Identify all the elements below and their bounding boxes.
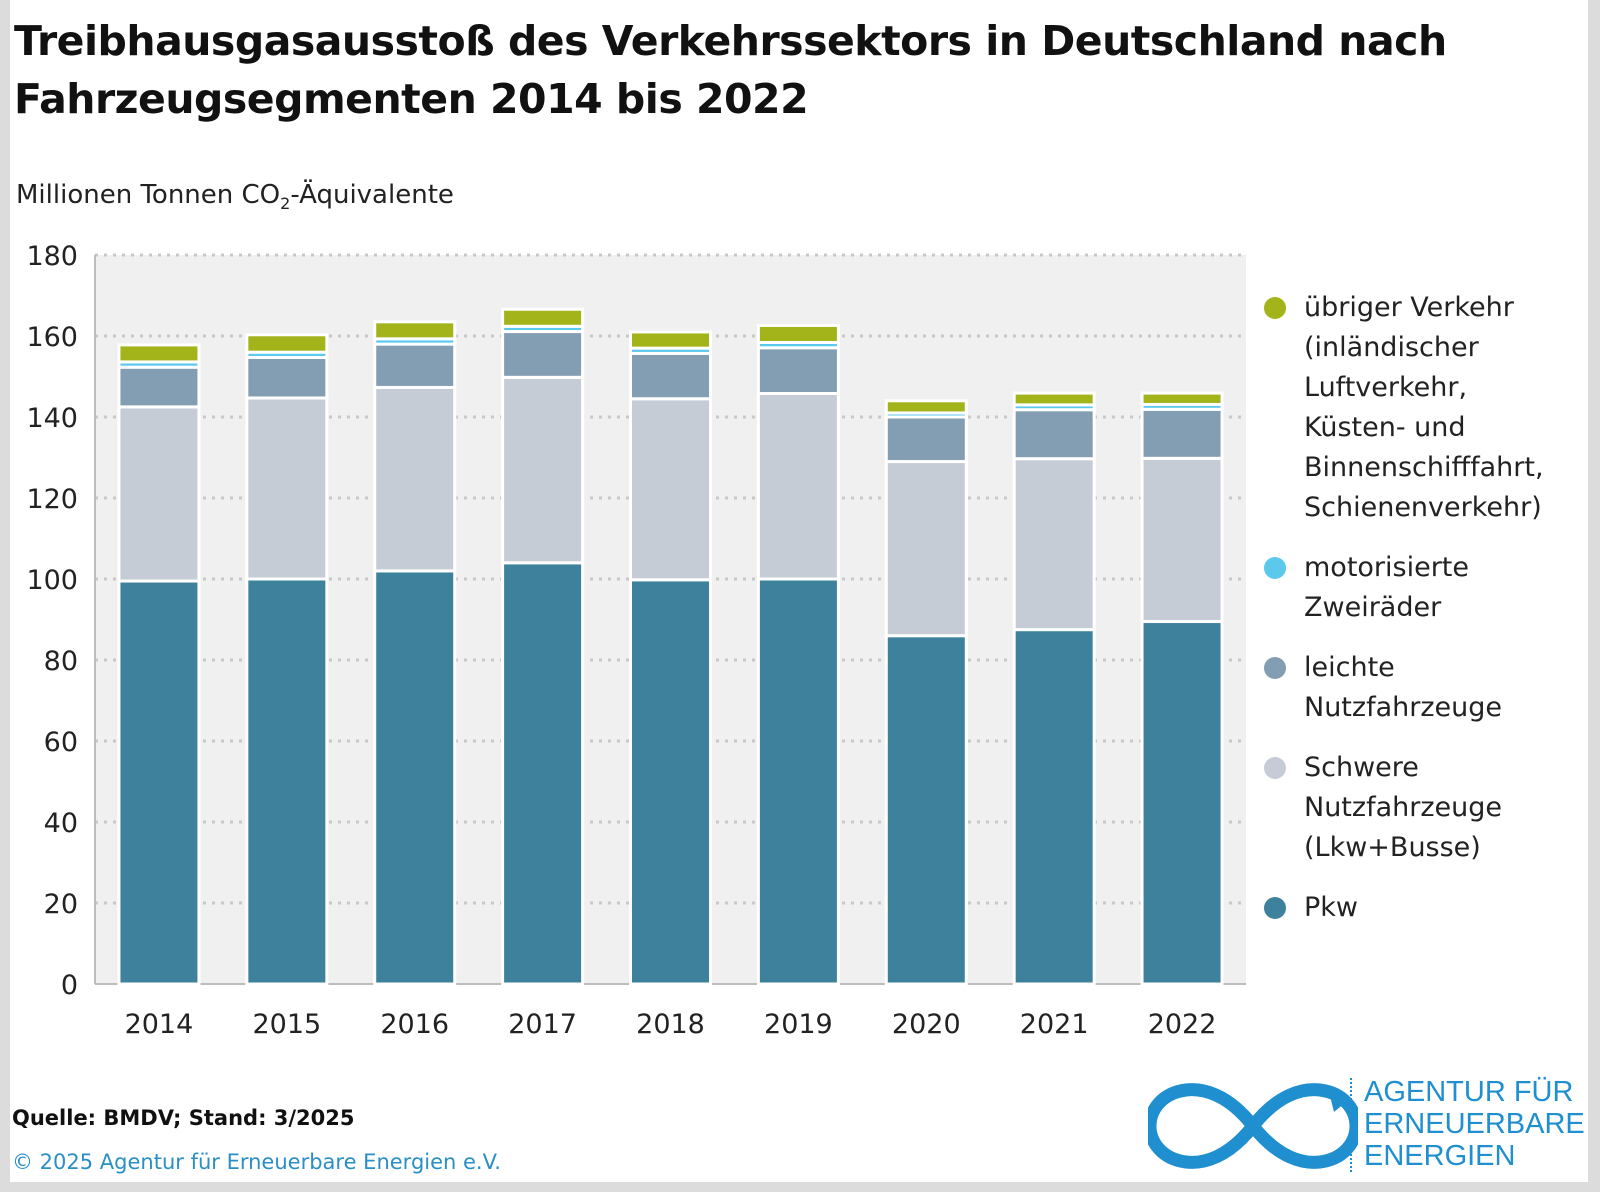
- bar-segment-schwere-nutzfahrzeuge-2022: [1140, 456, 1224, 624]
- x-tick-label: 2022: [1148, 1009, 1217, 1040]
- y-tick-label: 0: [61, 970, 78, 1001]
- bar-segment-leichte-nutzfahrzeuge-2016: [373, 342, 457, 389]
- bar-segment-pkw-2020: [884, 634, 968, 986]
- y-tick-label: 140: [26, 403, 78, 434]
- infinity-logo-icon: [1148, 1083, 1358, 1169]
- x-tick-label: 2017: [508, 1009, 577, 1040]
- bar-segment-pkw-2016: [373, 569, 457, 986]
- logo-line-3: ENERGIEN: [1364, 1140, 1516, 1172]
- bar-segment-leichte-nutzfahrzeuge-2021: [1012, 408, 1096, 461]
- bar-segment-pkw-2022: [1140, 620, 1224, 986]
- legend-item-pkw: Pkw: [1264, 888, 1584, 928]
- bar-segment-schwere-nutzfahrzeuge-2015: [245, 396, 329, 581]
- legend-label-schwere-nutzfahrzeuge: Schwere Nutzfahrzeuge (Lkw+Busse): [1304, 752, 1502, 863]
- logo-line-2: ERNEUERBARE: [1364, 1108, 1585, 1140]
- logo-wordmark: AGENTUR FÜR ERNEUERBARE ENERGIEN: [1364, 1076, 1585, 1172]
- legend-label-zweiraeder: motorisierte Zweiräder: [1304, 552, 1470, 623]
- bar-segment-uebriger-verkehr-2016: [373, 320, 457, 341]
- bar-segment-schwere-nutzfahrzeuge-2021: [1012, 457, 1096, 632]
- bar-segment-uebriger-verkehr-2015: [245, 333, 329, 354]
- legend-swatch-schwere-nutzfahrzeuge: [1264, 757, 1286, 779]
- bar-segment-leichte-nutzfahrzeuge-2014: [117, 365, 201, 409]
- legend-label-pkw: Pkw: [1304, 892, 1358, 923]
- bar-segment-uebriger-verkehr-2022: [1140, 391, 1224, 406]
- logo-line-1: AGENTUR FÜR: [1364, 1076, 1574, 1108]
- logo-divider: [1350, 1078, 1352, 1172]
- legend-item-zweiraeder: motorisierte Zweiräder: [1264, 548, 1584, 628]
- bar-segment-uebriger-verkehr-2014: [117, 343, 201, 364]
- aee-logo: AGENTUR FÜR ERNEUERBARE ENERGIEN: [1148, 1076, 1585, 1176]
- x-tick-label: 2018: [636, 1009, 705, 1040]
- y-tick-label: 120: [26, 484, 78, 515]
- legend-item-uebriger-verkehr: übriger Verkehr (inländischer Luftverkeh…: [1264, 288, 1584, 528]
- chart-legend: übriger Verkehr (inländischer Luftverkeh…: [1264, 288, 1584, 948]
- legend-label-leichte-nutzfahrzeuge: leichte Nutzfahrzeuge: [1304, 652, 1502, 723]
- copyright-link[interactable]: © 2025 Agentur für Erneuerbare Energien …: [12, 1150, 501, 1174]
- legend-swatch-uebriger-verkehr: [1264, 297, 1286, 319]
- chart-title: Treibhausgasausstoß des Verkehrssektors …: [14, 17, 1447, 123]
- legend-swatch-zweiraeder: [1264, 557, 1286, 579]
- y-tick-label: 100: [26, 565, 78, 596]
- bar-segment-pkw-2021: [1012, 628, 1096, 986]
- unit-label-suffix: -Äquivalente: [290, 180, 454, 210]
- bar-segment-leichte-nutzfahrzeuge-2020: [884, 415, 968, 464]
- x-tick-label: 2014: [125, 1009, 194, 1040]
- x-tick-label: 2020: [892, 1009, 961, 1040]
- bar-segment-schwere-nutzfahrzeuge-2020: [884, 460, 968, 638]
- y-axis-unit-label: Millionen Tonnen CO2-Äquivalente: [16, 180, 454, 213]
- legend-item-schwere-nutzfahrzeuge: Schwere Nutzfahrzeuge (Lkw+Busse): [1264, 748, 1584, 868]
- bar-segment-leichte-nutzfahrzeuge-2015: [245, 355, 329, 400]
- unit-label-main: Millionen Tonnen CO: [16, 180, 281, 210]
- legend-label-uebriger-verkehr: übriger Verkehr (inländischer Luftverkeh…: [1304, 292, 1544, 523]
- bar-segment-pkw-2019: [756, 577, 840, 986]
- bar-segment-pkw-2017: [501, 561, 585, 986]
- bar-segment-uebriger-verkehr-2020: [884, 399, 968, 415]
- bar-segment-pkw-2018: [629, 578, 712, 986]
- y-tick-label: 20: [44, 889, 78, 920]
- bar-segment-leichte-nutzfahrzeuge-2018: [629, 351, 712, 401]
- unit-label-subscript: 2: [280, 194, 291, 214]
- y-tick-label: 160: [26, 322, 78, 353]
- x-tick-label: 2021: [1020, 1009, 1089, 1040]
- source-note: Quelle: BMDV; Stand: 3/2025: [12, 1106, 355, 1130]
- legend-item-leichte-nutzfahrzeuge: leichte Nutzfahrzeuge: [1264, 648, 1584, 728]
- bar-segment-schwere-nutzfahrzeuge-2018: [629, 397, 712, 582]
- bar-segment-pkw-2014: [117, 579, 201, 986]
- legend-swatch-pkw: [1264, 897, 1286, 919]
- bar-segment-uebriger-verkehr-2018: [629, 330, 712, 350]
- x-tick-label: 2016: [380, 1009, 449, 1040]
- bar-segment-pkw-2015: [245, 577, 329, 986]
- bar-segment-schwere-nutzfahrzeuge-2017: [501, 375, 585, 565]
- y-tick-label: 60: [44, 727, 78, 758]
- y-tick-label: 180: [26, 241, 78, 272]
- legend-swatch-leichte-nutzfahrzeuge: [1264, 657, 1286, 679]
- x-tick-label: 2015: [252, 1009, 321, 1040]
- bar-segment-schwere-nutzfahrzeuge-2014: [117, 405, 201, 583]
- bar-segment-schwere-nutzfahrzeuge-2019: [756, 392, 840, 581]
- y-tick-label: 40: [44, 808, 78, 839]
- y-tick-label: 80: [44, 646, 78, 677]
- bar-segment-schwere-nutzfahrzeuge-2016: [373, 385, 457, 573]
- bar-segment-leichte-nutzfahrzeuge-2022: [1140, 407, 1224, 460]
- bar-segment-leichte-nutzfahrzeuge-2019: [756, 346, 840, 396]
- bar-segment-uebriger-verkehr-2017: [501, 307, 585, 328]
- bar-segment-leichte-nutzfahrzeuge-2017: [501, 330, 585, 379]
- bar-segment-uebriger-verkehr-2019: [756, 323, 840, 344]
- bar-segment-uebriger-verkehr-2021: [1012, 391, 1096, 407]
- x-tick-label: 2019: [764, 1009, 833, 1040]
